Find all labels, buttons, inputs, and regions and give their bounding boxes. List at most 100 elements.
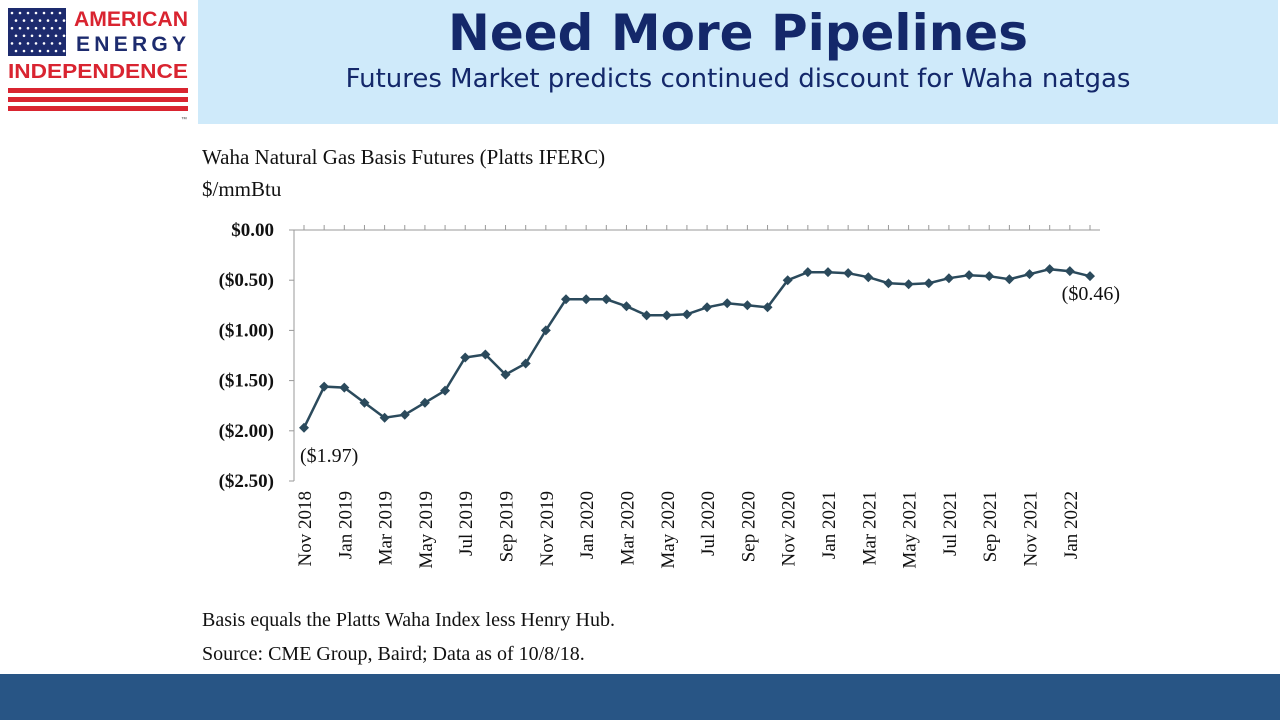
slide-subtitle: Futures Market predicts continued discou… <box>345 64 1131 94</box>
logo-star <box>26 26 30 30</box>
logo-star <box>42 42 46 45</box>
logo-star <box>30 49 34 53</box>
x-tick-label: Sep 2021 <box>980 491 1001 562</box>
company-logo: AMERICAN ENERGY INDEPENDENCE ™ <box>0 0 198 124</box>
x-tick-label: Jan 2022 <box>1061 491 1082 559</box>
data-point-marker <box>702 302 713 313</box>
data-point-marker <box>1064 266 1075 277</box>
slide-title: Need More Pipelines <box>448 4 1028 62</box>
y-tick-label: ($1.50) <box>219 371 274 392</box>
chart-axes <box>289 225 1100 482</box>
data-point-marker <box>500 369 511 380</box>
chart-note-basis: Basis equals the Platts Waha Index less … <box>202 609 615 631</box>
x-tick-labels: Nov 2018 Jan 2019 Mar 2019 May 2019 Jul 2019… <box>295 491 1082 569</box>
logo-star <box>26 11 30 15</box>
data-point-marker <box>299 422 309 433</box>
data-point-marker <box>379 412 390 423</box>
data-point-marker <box>1024 269 1035 280</box>
y-tick-label: $0.00 <box>231 220 274 241</box>
x-tick-label: Nov 2018 <box>295 491 316 566</box>
logo-text-independence: INDEPENDENCE <box>8 61 188 83</box>
data-point-marker <box>319 381 330 392</box>
data-point-marker <box>1085 271 1095 282</box>
slide-header: AMERICAN ENERGY INDEPENDENCE ™ Need More… <box>0 0 1280 124</box>
data-point-marker <box>722 298 733 309</box>
data-point-marker <box>943 273 954 284</box>
data-point-marker <box>903 279 914 290</box>
y-tick-label: ($0.50) <box>219 270 274 291</box>
logo-star <box>34 26 38 30</box>
data-point-marker <box>923 278 934 289</box>
data-point-marker <box>419 397 430 408</box>
data-point-marker <box>540 325 551 336</box>
data-point-marker <box>762 302 773 313</box>
x-tick-label: Jul 2021 <box>940 491 961 556</box>
data-point-marker <box>621 301 632 312</box>
logo-star <box>50 11 54 15</box>
basis-futures-chart: Waha Natural Gas Basis Futures (Platts I… <box>202 145 1120 665</box>
data-point-marker <box>520 358 531 369</box>
data-point-marker <box>561 294 571 305</box>
logo-star <box>18 11 22 15</box>
logo-text-energy: ENERGY <box>76 33 186 56</box>
logo-star <box>10 11 14 15</box>
x-tick-label: Sep 2019 <box>497 491 518 562</box>
logo-star <box>14 34 18 38</box>
logo-star <box>34 11 38 15</box>
x-tick-label: Mar 2020 <box>617 491 638 565</box>
x-tick-label: Jan 2019 <box>335 491 356 559</box>
data-point-marker <box>823 267 833 278</box>
data-point-marker <box>581 294 592 305</box>
y-tick-labels: $0.00 ($0.50) ($1.00) ($1.50) ($2.00) ($2.50) <box>219 220 274 492</box>
logo-star <box>50 26 54 30</box>
logo-star <box>42 26 46 30</box>
logo-star <box>46 34 50 38</box>
data-point-marker <box>863 272 874 283</box>
logo-star <box>58 42 62 45</box>
data-annotations: ($1.97) ($0.46) <box>300 283 1120 467</box>
logo-star <box>14 49 18 53</box>
logo-star <box>10 42 14 45</box>
logo-trademark: ™ <box>181 116 187 123</box>
logo-star <box>62 19 66 22</box>
logo-star <box>18 42 22 45</box>
data-point-marker <box>843 268 854 279</box>
logo-star <box>58 11 62 15</box>
x-tick-label: May 2021 <box>900 491 921 569</box>
x-tick-label: Sep 2020 <box>738 491 759 562</box>
data-point-marker <box>661 310 672 321</box>
x-tick-label: Jan 2020 <box>577 491 598 559</box>
data-point-marker <box>782 275 793 286</box>
data-point-marker <box>460 352 471 363</box>
data-point-marker <box>440 385 451 396</box>
data-point-marker <box>399 409 410 420</box>
logo-stripe <box>8 88 188 93</box>
data-point-marker <box>681 309 692 320</box>
logo-star <box>46 19 50 22</box>
logo-star <box>34 42 38 45</box>
x-tick-label: Jan 2021 <box>819 491 840 559</box>
logo-star <box>50 42 54 45</box>
data-point-marker <box>964 270 975 281</box>
x-tick-label: Nov 2019 <box>537 491 558 566</box>
data-annotation-label: ($0.46) <box>1062 283 1120 305</box>
logo-star <box>38 49 42 53</box>
logo-star <box>62 34 66 38</box>
logo-star <box>22 34 26 38</box>
y-tick-label: ($2.00) <box>219 421 274 442</box>
logo-star <box>42 11 46 15</box>
data-point-marker <box>1044 264 1055 275</box>
logo-star <box>30 19 34 22</box>
footer-bar <box>0 674 1280 720</box>
series-line <box>302 267 1091 429</box>
title-panel: Need More Pipelines Futures Market predi… <box>198 0 1278 124</box>
logo-star <box>54 34 58 38</box>
data-point-marker <box>742 300 753 311</box>
data-point-marker <box>1004 274 1015 285</box>
logo-stripe <box>8 97 188 102</box>
data-point-marker <box>601 294 612 305</box>
data-point-marker <box>883 278 894 289</box>
logo-star <box>38 19 42 22</box>
data-annotation-label: ($1.97) <box>300 445 358 467</box>
x-tick-label: Mar 2021 <box>859 491 880 565</box>
